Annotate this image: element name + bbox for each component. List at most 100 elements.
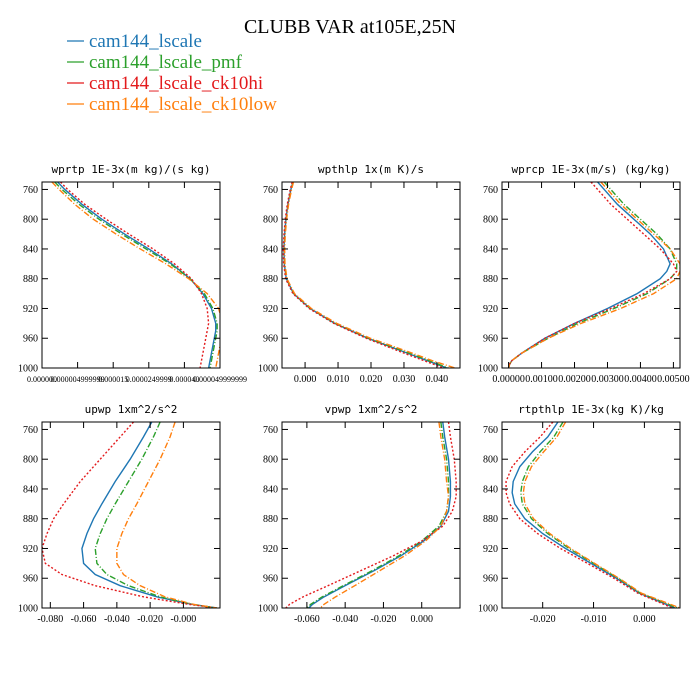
series-line	[283, 182, 448, 368]
y-tick-label: 920	[483, 304, 498, 315]
x-tick-label: -0.020	[137, 614, 163, 625]
y-tick-label: 840	[483, 484, 498, 495]
y-tick-label: 880	[23, 274, 38, 285]
y-tick-label: 800	[483, 455, 498, 466]
y-tick-label: 920	[263, 304, 278, 315]
panel-title: vpwp 1xm^2/s^2	[325, 403, 418, 416]
y-tick-label: 800	[263, 455, 278, 466]
legend-label: cam144_lscale_ck10hi	[89, 73, 263, 94]
panel: wpthlp 1x(m K)/s 760 800 840 880 920 960 1000 0.…	[258, 163, 461, 385]
series-line	[308, 422, 452, 608]
panel: wprtp 1E-3x(m kg)/(s kg) 760 800 840 880 920 9…	[18, 163, 247, 384]
x-tick-label: -0.040	[104, 614, 130, 625]
series-line	[51, 182, 220, 368]
y-tick-label: 1000	[258, 364, 278, 375]
x-tick-label: 0.00500	[657, 374, 690, 385]
series-line	[520, 422, 678, 608]
y-tick-label: 960	[483, 334, 498, 345]
y-tick-label: 800	[263, 215, 278, 226]
x-tick-label: -0.010	[581, 614, 607, 625]
y-tick-label: 840	[23, 244, 38, 255]
series-line	[507, 182, 678, 368]
y-tick-label: 1000	[478, 364, 498, 375]
y-tick-label: 760	[23, 185, 38, 196]
y-tick-label: 1000	[258, 604, 278, 615]
x-tick-label: 0.000049999999	[193, 375, 247, 384]
y-tick-label: 800	[483, 215, 498, 226]
x-tick-label: 0.00000	[492, 374, 525, 385]
x-tick-label: 0.000	[294, 374, 317, 385]
legend-label: cam144_lscale_ck10low	[89, 94, 277, 115]
y-tick-label: 1000	[478, 604, 498, 615]
y-tick-label: 1000	[18, 364, 38, 375]
x-tick-label: 0.040	[426, 374, 449, 385]
series-group	[51, 182, 220, 368]
x-tick-label: 0.00100	[525, 374, 558, 385]
y-tick-label: 920	[23, 304, 38, 315]
y-tick-label: 920	[23, 544, 38, 555]
legend-label: cam144_lscale	[89, 31, 202, 52]
x-tick-label: 0.0000249999	[126, 375, 172, 384]
series-line	[54, 182, 218, 368]
series-line	[283, 182, 456, 368]
y-tick-label: 960	[23, 574, 38, 585]
x-tick-label: 0.000015	[98, 375, 128, 384]
series-line	[507, 182, 678, 368]
plot-frame	[501, 421, 681, 609]
y-tick-label: 840	[23, 484, 38, 495]
x-tick-label: 0.000040	[169, 375, 199, 384]
x-tick-label: 0.020	[360, 374, 383, 385]
x-tick-label: 0.000	[410, 614, 433, 625]
y-tick-label: 960	[483, 574, 498, 585]
x-tick-label: 0.00300	[591, 374, 624, 385]
x-tick-label: -0.080	[37, 614, 63, 625]
legend: cam144_lscalecam144_lscale_pmfcam144_lsc…	[67, 31, 277, 115]
series-line	[42, 422, 217, 608]
plot-frame	[41, 181, 221, 369]
y-tick-label: 760	[23, 425, 38, 436]
y-tick-label: 760	[483, 425, 498, 436]
series-group	[282, 182, 456, 368]
panel: vpwp 1xm^2/s^2 760 800 840 880 920 960 1000 -0.0…	[258, 403, 461, 625]
panel: wprcp 1E-3x(m/s) (kg/kg) 760 800 840 880 920 9…	[478, 163, 690, 385]
y-tick-label: 920	[263, 544, 278, 555]
series-line	[507, 182, 680, 368]
legend-item: cam144_lscale_ck10hi	[67, 73, 263, 94]
y-tick-label: 960	[263, 334, 278, 345]
series-line	[94, 422, 217, 608]
y-tick-label: 840	[263, 244, 278, 255]
y-tick-label: 920	[483, 544, 498, 555]
legend-item: cam144_lscale_pmf	[67, 52, 243, 73]
panel-title: rtpthlp 1E-3x(kg K)/kg	[518, 403, 664, 416]
y-tick-label: 880	[483, 514, 498, 525]
x-tick-label: 0.00200	[558, 374, 591, 385]
y-tick-label: 760	[263, 425, 278, 436]
x-tick-label: -0.000	[170, 614, 196, 625]
panel-title: wprcp 1E-3x(m/s) (kg/kg)	[512, 163, 671, 176]
series-line	[282, 182, 444, 368]
series-line	[505, 422, 673, 608]
series-group	[507, 182, 680, 368]
panel-title: wpthlp 1x(m K)/s	[318, 163, 424, 176]
series-line	[57, 182, 217, 368]
x-tick-label: -0.060	[71, 614, 97, 625]
series-line	[60, 182, 210, 368]
y-tick-label: 760	[263, 185, 278, 196]
y-tick-label: 880	[483, 274, 498, 285]
legend-label: cam144_lscale_pmf	[89, 52, 243, 73]
legend-item: cam144_lscale_ck10low	[67, 94, 277, 115]
y-tick-label: 1000	[18, 604, 38, 615]
x-tick-label: 0.000004999999	[51, 375, 105, 384]
panel-title: wprtp 1E-3x(m kg)/(s kg)	[52, 163, 211, 176]
series-line	[319, 422, 450, 608]
y-tick-label: 840	[263, 484, 278, 495]
panel-title: upwp 1xm^2/s^2	[85, 403, 178, 416]
series-group	[285, 422, 457, 608]
y-tick-label: 880	[23, 514, 38, 525]
series-line	[511, 422, 676, 608]
y-tick-label: 960	[263, 574, 278, 585]
series-line	[306, 422, 450, 608]
panel: upwp 1xm^2/s^27608008408809209601000-0.0…	[18, 403, 221, 625]
panels: wprtp 1E-3x(m kg)/(s kg) 760 800 840 880 920 9…	[18, 163, 690, 625]
